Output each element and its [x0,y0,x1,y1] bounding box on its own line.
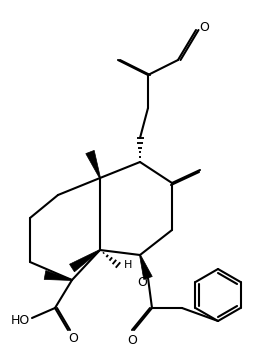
Polygon shape [44,271,72,280]
Text: O: O [68,332,78,344]
Text: H: H [124,260,132,270]
Polygon shape [140,255,152,280]
Polygon shape [86,150,101,178]
Polygon shape [70,250,100,272]
Text: HO: HO [10,314,30,326]
Text: O: O [137,276,147,290]
Text: O: O [127,334,137,347]
Text: O: O [199,20,209,34]
